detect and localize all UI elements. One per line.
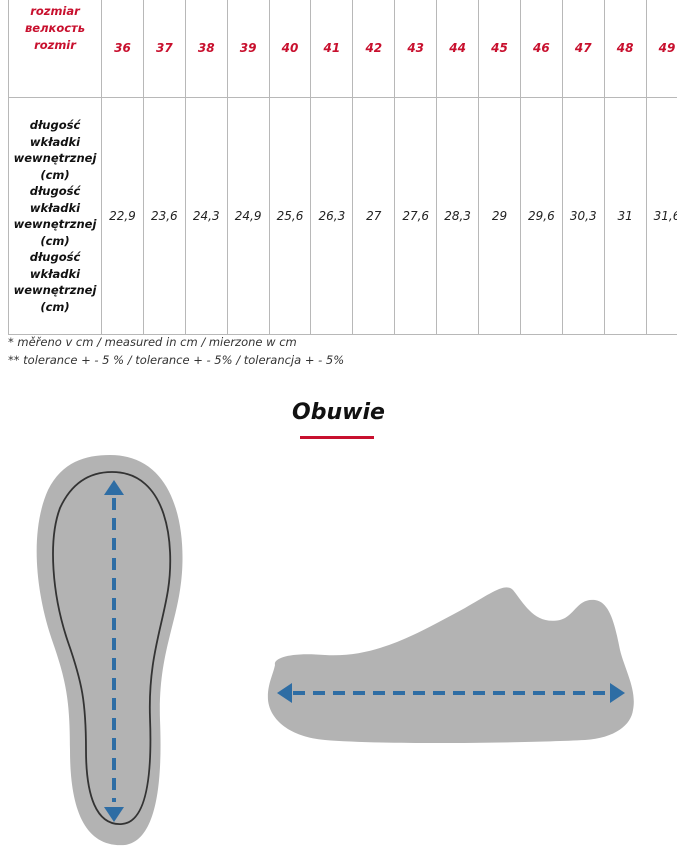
arrow-up-icon xyxy=(104,480,124,495)
section-title: Obuwie xyxy=(292,400,385,425)
insole-length-label: długość wkładki wewnętrznej (cm) długość… xyxy=(8,97,102,335)
label-line: długość xyxy=(29,118,81,132)
value-cell: 29,6 xyxy=(519,97,563,335)
size-cell: 37 xyxy=(142,0,186,98)
size-cell: 40 xyxy=(268,0,312,98)
value-cell: 22,9 xyxy=(101,97,144,335)
size-cell: 39 xyxy=(226,0,270,98)
label-line: wkładki xyxy=(29,200,81,215)
insole-length-row: długość wkładki wewnętrznej (cm) długość… xyxy=(8,97,677,335)
arrow-right-icon xyxy=(610,683,625,703)
value-cell: 23,6 xyxy=(142,97,186,335)
note-tolerance: ** tolerance + - 5 % / tolerance + - 5% … xyxy=(8,353,345,367)
value-cell: 24,3 xyxy=(184,97,228,335)
label-line: długość xyxy=(29,184,81,198)
value-cell: 27 xyxy=(352,97,396,335)
size-cell: 47 xyxy=(561,0,605,98)
label-line: długość xyxy=(29,250,81,264)
shoe-illustration xyxy=(267,587,634,744)
value-cell: 24,9 xyxy=(226,97,270,335)
insole-shape xyxy=(36,455,183,846)
value-cell: 27,6 xyxy=(394,97,438,335)
label-line: (cm) xyxy=(40,167,70,182)
label-line: wewnętrznej xyxy=(13,217,97,231)
footnotes: * měřeno v cm / measured in cm / mierzon… xyxy=(8,333,344,369)
label-line: wkładki xyxy=(29,266,81,281)
size-cell: 36 xyxy=(101,0,144,98)
title-underline xyxy=(300,436,374,439)
label-line: rozmiar xyxy=(30,4,80,18)
insole-illustration xyxy=(36,455,183,846)
size-cell: 38 xyxy=(184,0,228,98)
size-cell: 48 xyxy=(603,0,647,98)
insole-outline xyxy=(52,471,172,825)
size-cell: 45 xyxy=(478,0,521,98)
value-cell: 28,3 xyxy=(436,97,480,335)
value-cell: 25,6 xyxy=(268,97,312,335)
size-header-label: rozmiar велкость rozmir xyxy=(8,0,102,98)
note-measured: * měřeno v cm / measured in cm / mierzon… xyxy=(8,335,297,349)
size-cell: 46 xyxy=(519,0,563,98)
size-cell: 49 xyxy=(645,0,677,98)
label-line: wewnętrznej xyxy=(13,151,97,165)
size-table: rozmiar велкость rozmir 36 37 38 39 40 4… xyxy=(8,0,677,335)
value-cell: 29 xyxy=(478,97,521,335)
arrow-left-icon xyxy=(277,683,292,703)
value-cell: 31 xyxy=(603,97,647,335)
label-line: (cm) xyxy=(40,299,70,314)
label-line: (cm) xyxy=(40,233,70,248)
label-line: rozmir xyxy=(34,38,76,52)
value-cell: 31,6 xyxy=(645,97,677,335)
value-cell: 26,3 xyxy=(310,97,354,335)
size-cell: 41 xyxy=(310,0,354,98)
value-cell: 30,3 xyxy=(561,97,605,335)
size-cell: 42 xyxy=(352,0,396,98)
size-cell: 44 xyxy=(436,0,480,98)
label-line: wkładki xyxy=(29,134,81,149)
size-cell: 43 xyxy=(394,0,438,98)
size-header-row: rozmiar велкость rozmir 36 37 38 39 40 4… xyxy=(8,0,677,98)
label-line: велкость xyxy=(25,21,85,35)
label-line: wewnętrznej xyxy=(13,283,97,297)
arrow-down-icon xyxy=(104,807,124,822)
shoe-shape xyxy=(267,587,634,744)
